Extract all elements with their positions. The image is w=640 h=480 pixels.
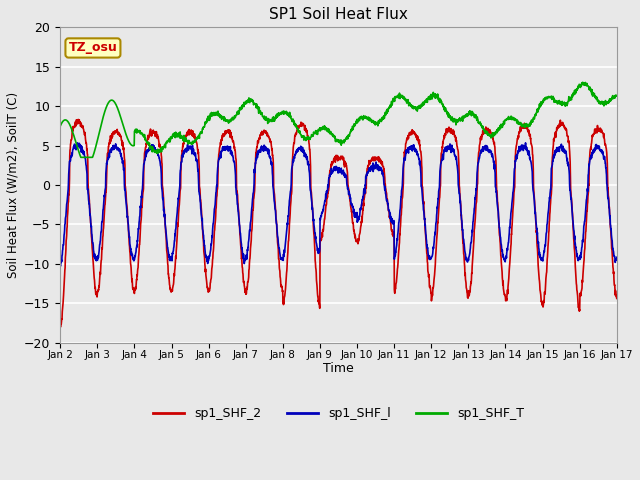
X-axis label: Time: Time	[323, 361, 354, 374]
Text: TZ_osu: TZ_osu	[68, 41, 117, 54]
Legend: sp1_SHF_2, sp1_SHF_l, sp1_SHF_T: sp1_SHF_2, sp1_SHF_l, sp1_SHF_T	[148, 402, 529, 425]
Y-axis label: Soil Heat Flux (W/m2), SoilT (C): Soil Heat Flux (W/m2), SoilT (C)	[7, 92, 20, 278]
Title: SP1 Soil Heat Flux: SP1 Soil Heat Flux	[269, 7, 408, 22]
